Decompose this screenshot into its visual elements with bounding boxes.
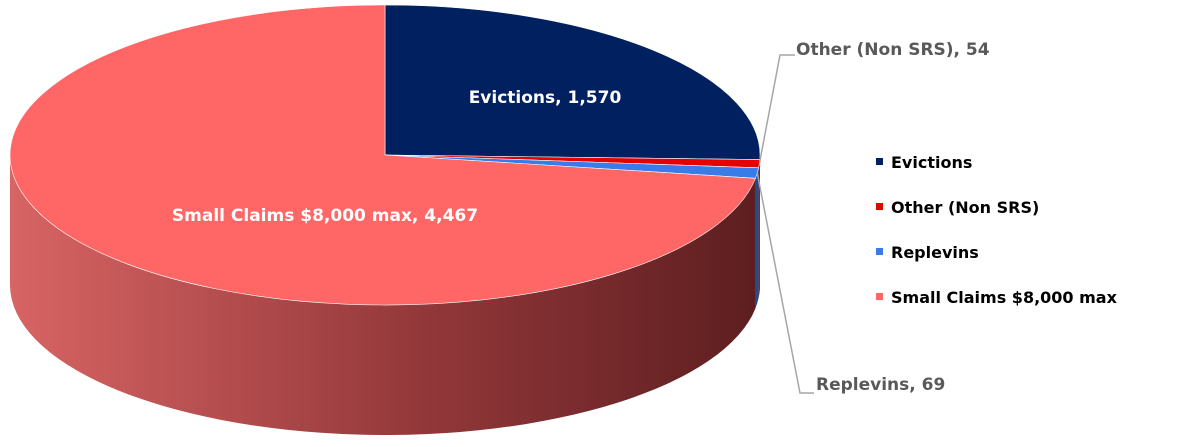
legend-item: Evictions (876, 153, 972, 172)
legend-swatch (876, 203, 883, 210)
legend-item: Replevins (876, 243, 979, 262)
legend-label: Small Claims $8,000 max (891, 288, 1117, 307)
legend-item: Other (Non SRS) (876, 198, 1039, 217)
legend-label: Evictions (891, 153, 973, 172)
legend-swatch (876, 158, 883, 165)
legend-swatch (876, 248, 883, 255)
legend-swatch (876, 293, 883, 300)
slice-side (758, 159, 760, 298)
legend-label: Replevins (891, 243, 979, 262)
data-label: Replevins, 69 (816, 375, 946, 395)
slice-side (10, 155, 756, 435)
data-label: Other (Non SRS), 54 (796, 40, 990, 60)
data-label: Small Claims $8,000 max, 4,467 (171, 206, 479, 226)
legend-item: Small Claims $8,000 max (876, 288, 1117, 307)
slice (9, 4, 756, 306)
slice (384, 4, 761, 160)
leader-line (758, 54, 795, 164)
data-label: Evictions, 1,570 (468, 88, 622, 108)
legend-label: Other (Non SRS) (891, 198, 1040, 217)
leader-line (756, 172, 814, 394)
slice-side (755, 167, 759, 309)
